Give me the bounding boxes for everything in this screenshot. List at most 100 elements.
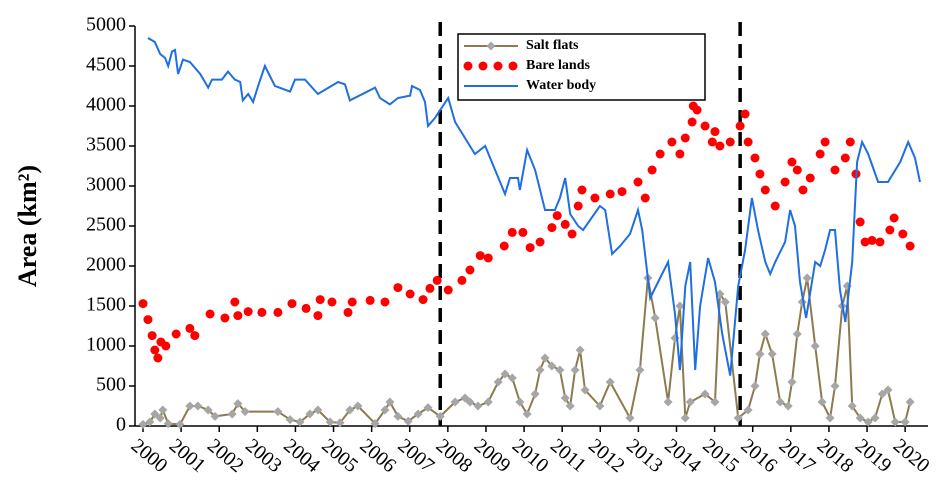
marker [710,127,720,137]
marker [210,411,220,421]
marker [775,397,785,407]
marker [240,407,250,417]
marker [380,297,390,307]
series-line [147,37,921,376]
marker [783,401,793,411]
y-tick-label: 1500 [86,294,126,316]
marker [740,109,750,119]
marker [507,227,517,237]
legend-label: Salt flats [526,38,579,53]
legend-swatch [486,41,496,51]
marker [810,341,820,351]
marker [590,193,600,203]
marker [547,361,557,371]
marker [327,297,337,307]
marker [890,417,900,427]
marker [552,211,562,221]
marker [575,345,585,355]
marker [825,413,835,423]
marker [663,397,673,407]
x-tick-label: 2004 [279,434,324,477]
marker [273,307,283,317]
marker [185,323,195,333]
marker [870,413,880,423]
marker [755,349,765,359]
marker [499,241,509,251]
marker [733,413,743,423]
marker [443,285,453,295]
x-tick-label: 2017 [775,434,820,477]
x-tick-label: 2014 [660,434,705,477]
marker [845,137,855,147]
marker [817,397,827,407]
marker [647,165,657,175]
y-tick-label: 1000 [86,334,126,356]
marker [233,311,243,321]
marker [147,331,157,341]
marker [860,237,870,247]
y-tick-label: 0 [116,414,126,436]
marker [305,409,315,419]
marker [423,403,433,413]
marker [855,413,865,423]
marker [155,413,165,423]
marker [185,401,195,411]
marker [798,185,808,195]
marker [883,385,893,395]
marker [193,401,203,411]
marker [830,381,840,391]
legend-label: Water body [526,78,596,93]
legend-swatch [493,61,503,71]
marker [735,121,745,131]
marker [743,137,753,147]
marker [675,149,685,159]
marker [301,303,311,313]
marker [425,283,435,293]
marker [273,407,283,417]
marker [767,349,777,359]
marker [227,409,237,419]
x-tick-label: 2003 [241,434,286,477]
y-axis-title: Area (km²) [13,165,42,287]
legend-swatch [478,61,488,71]
marker [755,169,765,179]
marker [792,329,802,339]
y-tick-label: 3500 [86,134,126,156]
marker [905,397,915,407]
marker [802,273,812,283]
marker [315,295,325,305]
x-tick-label: 2002 [203,434,248,477]
y-tick-label: 2000 [86,254,126,276]
marker [675,301,685,311]
x-tick-label: 2011 [546,434,590,476]
x-tick-label: 2020 [889,434,934,477]
marker [617,187,627,197]
y-tick-label: 3000 [86,174,126,196]
marker [457,275,467,285]
marker [518,227,528,237]
x-tick-label: 2008 [432,434,477,477]
marker [365,295,375,305]
marker [143,315,153,325]
marker [500,369,510,379]
marker [435,411,445,421]
marker [565,401,575,411]
marker [700,121,710,131]
marker [233,399,243,409]
x-tick-label: 2010 [508,434,553,477]
marker [393,283,403,293]
marker [875,237,885,247]
marker [413,409,423,419]
marker [380,405,390,415]
marker [567,229,577,239]
x-tick-label: 2018 [813,434,858,477]
marker [345,405,355,415]
marker [898,229,908,239]
marker [787,157,797,167]
marker [475,251,485,261]
marker [743,405,753,415]
marker [570,365,580,375]
marker [450,397,460,407]
marker [158,405,168,415]
marker [150,409,160,419]
